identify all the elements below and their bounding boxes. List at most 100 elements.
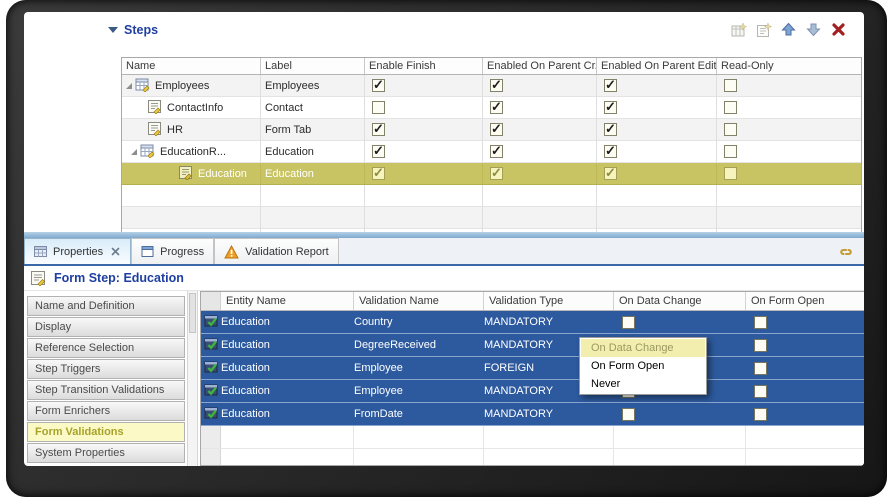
dropdown-item-on-form-open[interactable]: On Form Open xyxy=(581,357,705,375)
enabled-on-parent-create-checkbox[interactable] xyxy=(490,145,503,158)
read-only-checkbox[interactable] xyxy=(724,123,737,136)
move-up-icon[interactable] xyxy=(780,21,797,38)
link-with-editor-icon[interactable] xyxy=(838,244,854,260)
sidebar-item-form-validations[interactable]: Form Validations xyxy=(27,422,185,442)
sidebar-item-step-transition-validations[interactable]: Step Transition Validations xyxy=(27,380,185,400)
enabled-on-parent-edit-checkbox[interactable] xyxy=(604,167,617,180)
enabled-on-parent-edit-checkbox[interactable] xyxy=(604,79,617,92)
add-form-step-icon[interactable] xyxy=(755,21,772,38)
sidebar-item-form-enrichers[interactable]: Form Enrichers xyxy=(27,401,185,421)
enabled-on-parent-edit-checkbox[interactable] xyxy=(604,123,617,136)
enabled-on-parent-create-checkbox[interactable] xyxy=(490,101,503,114)
validation-icon xyxy=(204,383,218,400)
read-only-checkbox[interactable] xyxy=(724,145,737,158)
steps-table-row-selected[interactable]: Education Education xyxy=(122,163,861,185)
on-form-open-checkbox[interactable] xyxy=(754,316,767,329)
validation-row-selected[interactable]: Education Country MANDATORY xyxy=(201,311,864,334)
column-header-name: Name xyxy=(122,58,261,74)
form-step-icon xyxy=(178,165,193,183)
validation-icon xyxy=(204,406,218,423)
read-only-checkbox[interactable] xyxy=(724,101,737,114)
on-form-open-checkbox[interactable] xyxy=(754,385,767,398)
validation-row-selected[interactable]: Education DegreeReceived MANDATORY xyxy=(201,334,864,357)
sidebar-item-reference-selection[interactable]: Reference Selection xyxy=(27,338,185,358)
vertical-scrollbar[interactable] xyxy=(187,291,198,466)
enabled-on-parent-create-checkbox[interactable] xyxy=(490,167,503,180)
validation-row-selected[interactable]: Education Employee MANDATORY xyxy=(201,380,864,403)
steps-table-row[interactable]: ContactInfo Contact xyxy=(122,97,861,119)
sidebar-item-name-and-definition[interactable]: Name and Definition xyxy=(27,296,185,316)
close-icon[interactable] xyxy=(110,246,121,257)
steps-table-header: Name Label Enable Finish Enabled On Pare… xyxy=(122,58,861,75)
screenshot-stage: Steps Name Label Enable Finish Enabled O… xyxy=(0,0,887,497)
validation-type: MANDATORY xyxy=(484,408,553,420)
steps-table-row[interactable]: EducationR... Education xyxy=(122,141,861,163)
enable-finish-checkbox[interactable] xyxy=(372,145,385,158)
validation-row-selected[interactable]: Education FromDate MANDATORY xyxy=(201,403,864,426)
step-name: ContactInfo xyxy=(167,102,223,114)
add-table-step-icon[interactable] xyxy=(730,21,747,38)
enabled-on-parent-edit-checkbox[interactable] xyxy=(604,101,617,114)
on-form-open-checkbox[interactable] xyxy=(754,408,767,421)
move-down-icon[interactable] xyxy=(805,21,822,38)
enable-finish-checkbox[interactable] xyxy=(372,123,385,136)
section-collapse-icon xyxy=(108,27,118,33)
tab-properties[interactable]: Properties xyxy=(24,238,131,264)
step-name: HR xyxy=(167,124,183,136)
on-data-change-checkbox[interactable] xyxy=(622,316,635,329)
validation-type: FOREIGN xyxy=(484,362,534,374)
dropdown-item-never[interactable]: Never xyxy=(581,375,705,393)
enabled-on-parent-create-checkbox[interactable] xyxy=(490,79,503,92)
step-label: Education xyxy=(265,168,314,180)
enabled-on-parent-create-checkbox[interactable] xyxy=(490,123,503,136)
validation-type: MANDATORY xyxy=(484,385,553,397)
validation-row-selected[interactable]: Education Employee FOREIGN xyxy=(201,357,864,380)
validation-name: Employee xyxy=(354,362,403,374)
form-step-icon xyxy=(30,270,46,286)
sidebar-item-display[interactable]: Display xyxy=(27,317,185,337)
on-form-open-checkbox[interactable] xyxy=(754,339,767,352)
tab-validation-report[interactable]: Validation Report xyxy=(214,238,339,264)
sidebar-item-step-triggers[interactable]: Step Triggers xyxy=(27,359,185,379)
tab-label: Validation Report xyxy=(245,246,329,258)
column-header-validation-name: Validation Name xyxy=(354,292,484,310)
tab-label: Properties xyxy=(53,246,103,258)
enable-finish-checkbox[interactable] xyxy=(372,79,385,92)
steps-toolbar xyxy=(730,21,847,38)
empty-row xyxy=(201,426,864,449)
scrollbar-thumb[interactable] xyxy=(189,293,196,333)
validation-type: MANDATORY xyxy=(484,316,553,328)
steps-section-header[interactable]: Steps xyxy=(108,22,158,38)
tree-expand-icon[interactable] xyxy=(131,149,137,155)
enabled-on-parent-edit-checkbox[interactable] xyxy=(604,145,617,158)
delete-icon[interactable] xyxy=(830,21,847,38)
tree-expand-icon[interactable] xyxy=(126,83,132,89)
read-only-checkbox[interactable] xyxy=(724,167,737,180)
enable-finish-checkbox[interactable] xyxy=(372,167,385,180)
column-header-enable-finish: Enable Finish xyxy=(365,58,483,74)
bottom-tab-bar: Properties Progress Validation Report xyxy=(24,238,864,266)
steps-table-row[interactable]: HR Form Tab xyxy=(122,119,861,141)
dropdown-item-on-data-change[interactable]: On Data Change xyxy=(581,339,705,357)
column-header-validation-type: Validation Type xyxy=(484,292,614,310)
sidebar-item-system-properties[interactable]: System Properties xyxy=(27,443,185,463)
tab-progress[interactable]: Progress xyxy=(131,238,214,264)
column-header-on-form-open: On Form Open xyxy=(746,292,864,310)
form-step-icon xyxy=(147,99,162,117)
on-data-change-checkbox[interactable] xyxy=(622,408,635,421)
entity-name: Education xyxy=(221,339,270,351)
read-only-checkbox[interactable] xyxy=(724,79,737,92)
enable-finish-checkbox[interactable] xyxy=(372,101,385,114)
validation-name: FromDate xyxy=(354,408,403,420)
step-name: Education xyxy=(198,168,247,180)
warning-icon xyxy=(224,245,239,259)
on-form-open-checkbox[interactable] xyxy=(754,362,767,375)
step-name: Employees xyxy=(155,80,209,92)
empty-row xyxy=(201,449,864,466)
entity-name: Education xyxy=(221,385,270,397)
trigger-dropdown-menu: On Data Change On Form Open Never xyxy=(579,337,707,395)
steps-table-row[interactable]: Employees Employees xyxy=(122,75,861,97)
validation-icon xyxy=(204,360,218,377)
properties-sidebar: Name and Definition Display Reference Se… xyxy=(27,296,185,464)
steps-table: Name Label Enable Finish Enabled On Pare… xyxy=(121,57,862,233)
